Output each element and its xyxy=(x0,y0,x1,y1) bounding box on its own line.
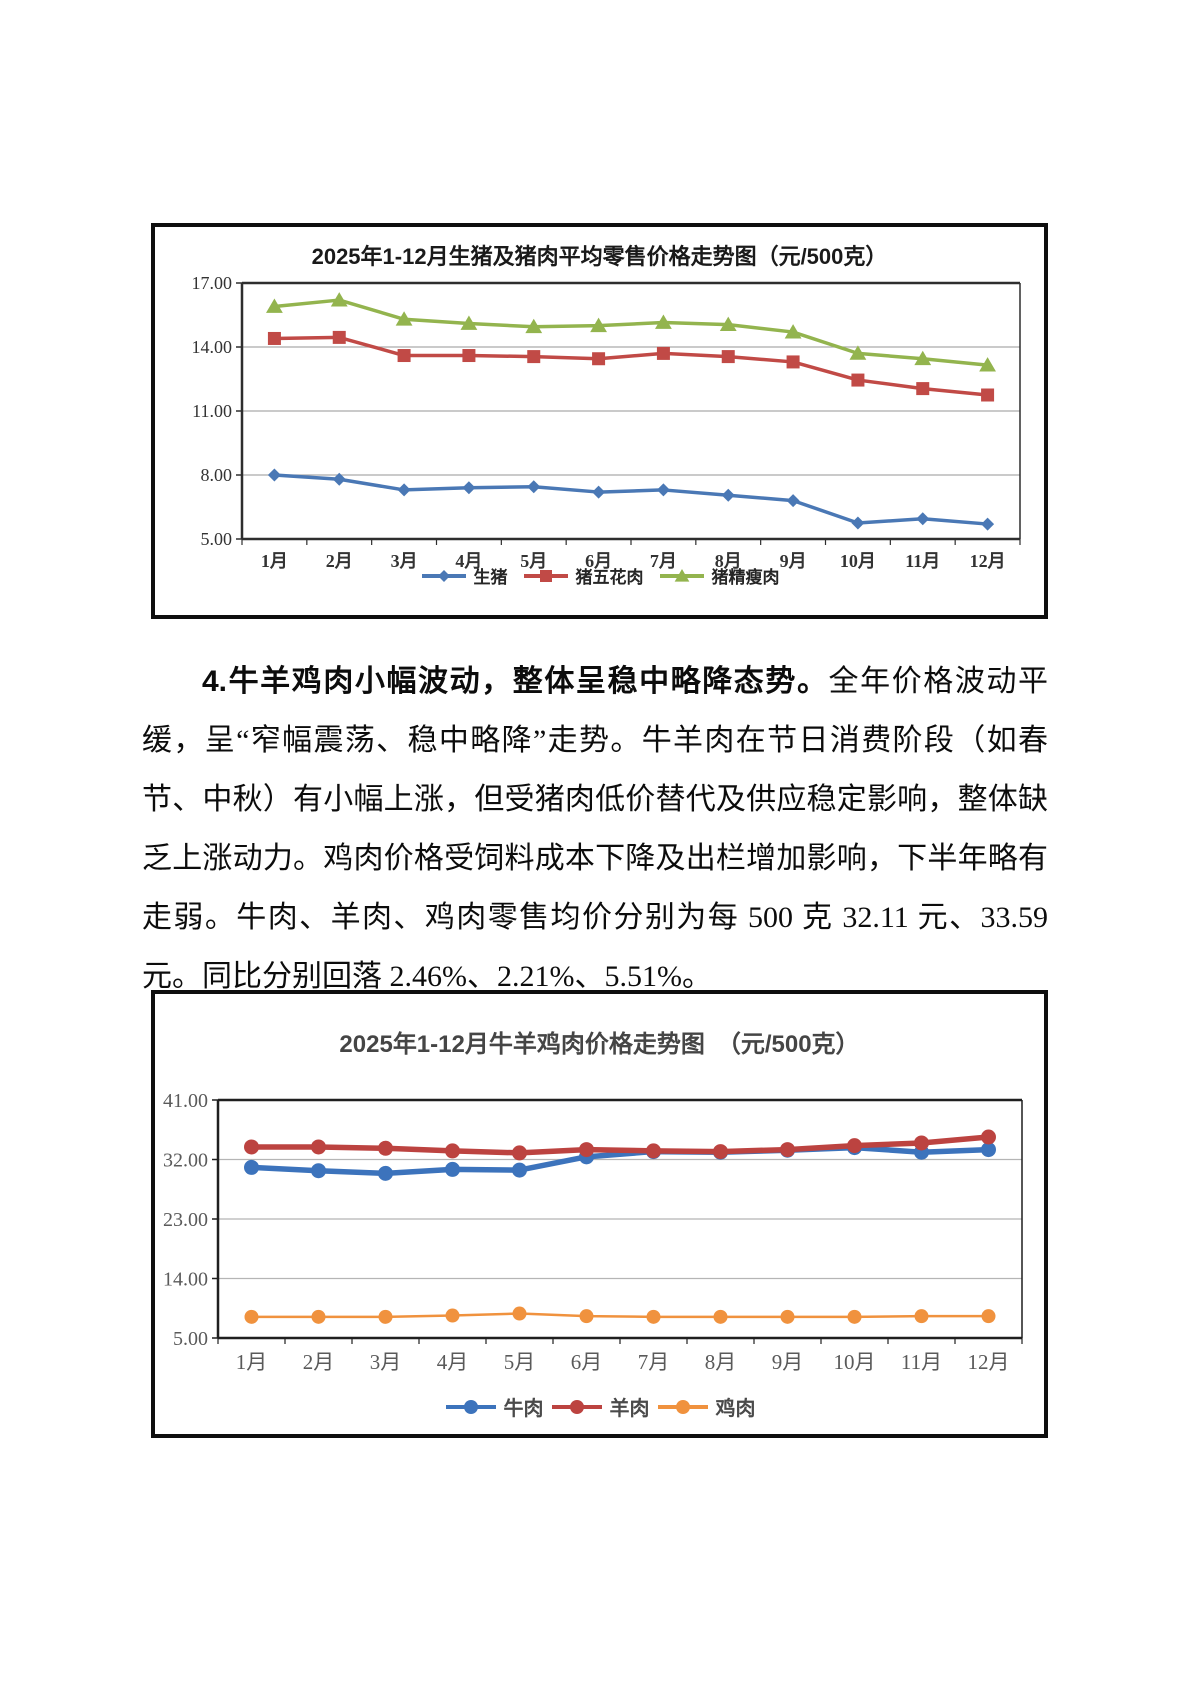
chart-legend: 生猪 猪五花肉 猪精瘦肉 xyxy=(155,563,1044,588)
svg-text:17.00: 17.00 xyxy=(192,273,233,293)
svg-text:4月: 4月 xyxy=(455,551,482,571)
svg-text:2月: 2月 xyxy=(326,551,353,571)
legend-label: 生猪 xyxy=(473,568,508,587)
svg-text:2月: 2月 xyxy=(303,1350,335,1374)
legend-item-1: 牛肉 xyxy=(444,1392,544,1421)
legend-diamond-marker-icon xyxy=(421,569,466,582)
svg-text:5.00: 5.00 xyxy=(201,529,233,549)
svg-text:8月: 8月 xyxy=(705,1350,737,1374)
chart-plot-area: 17.00 14.00 11.00 8.00 5.00 1月 2月 3月 4月 5月 6月 7月 8月 9… xyxy=(192,273,1021,571)
svg-text:3月: 3月 xyxy=(370,1350,402,1374)
legend-label: 鸡肉 xyxy=(715,1398,756,1420)
svg-text:23.00: 23.00 xyxy=(163,1209,208,1231)
svg-text:11月: 11月 xyxy=(905,551,940,571)
legend-item-2: 猪五花肉 xyxy=(522,563,644,588)
svg-text:14.00: 14.00 xyxy=(192,337,233,357)
svg-text:8.00: 8.00 xyxy=(201,465,233,485)
legend-label: 猪精瘦肉 xyxy=(711,568,780,587)
svg-text:3月: 3月 xyxy=(391,551,418,571)
legend-item-1: 生猪 xyxy=(420,563,508,588)
legend-circle-marker-icon xyxy=(551,1399,602,1414)
svg-text:9月: 9月 xyxy=(780,551,807,571)
svg-text:11.00: 11.00 xyxy=(192,401,232,421)
section-4-heading: 4.牛羊鸡肉小幅波动，整体呈稳中略降态势。 xyxy=(202,665,829,698)
svg-text:12月: 12月 xyxy=(968,1350,1010,1374)
chart-title: 2025年1-12月生猪及猪肉平均零售价格走势图（元/500克） xyxy=(311,244,888,269)
legend-circle-marker-icon xyxy=(445,1399,496,1414)
svg-text:11月: 11月 xyxy=(901,1350,942,1374)
svg-text:1月: 1月 xyxy=(261,551,288,571)
svg-text:5月: 5月 xyxy=(520,551,547,571)
chart-title: 2025年1-12月牛羊鸡肉价格走势图 （元/500克） xyxy=(339,1031,860,1058)
svg-text:14.00: 14.00 xyxy=(163,1268,208,1290)
legend-square-marker-icon xyxy=(523,569,568,582)
svg-text:10月: 10月 xyxy=(834,1350,876,1374)
svg-text:32.00: 32.00 xyxy=(163,1149,208,1171)
svg-text:6月: 6月 xyxy=(585,551,612,571)
svg-text:9月: 9月 xyxy=(772,1350,804,1374)
pig-pork-price-chart: 2025年1-12月生猪及猪肉平均零售价格走势图（元/500克） 17.00 14… xyxy=(151,223,1048,619)
legend-circle-marker-icon xyxy=(657,1399,708,1414)
legend-item-3: 鸡肉 xyxy=(656,1392,756,1421)
svg-text:12月: 12月 xyxy=(970,551,1006,571)
legend-label: 牛肉 xyxy=(503,1398,544,1420)
svg-text:4月: 4月 xyxy=(437,1350,469,1374)
legend-item-2: 羊肉 xyxy=(550,1392,650,1421)
svg-text:6月: 6月 xyxy=(571,1350,603,1374)
chart-plot-area: 41.00 32.00 23.00 14.00 5.00 1月 2月 3月 4月 5月 6月 7月 8月… xyxy=(163,1090,1023,1374)
svg-text:10月: 10月 xyxy=(840,551,876,571)
legend-label: 猪五花肉 xyxy=(575,568,644,587)
svg-text:8月: 8月 xyxy=(715,551,742,571)
legend-label: 羊肉 xyxy=(609,1398,650,1420)
svg-text:41.00: 41.00 xyxy=(163,1090,208,1112)
chart-legend: 牛肉 羊肉 鸡肉 xyxy=(155,1392,1044,1421)
svg-text:7月: 7月 xyxy=(650,551,677,571)
svg-text:1月: 1月 xyxy=(236,1350,268,1374)
section-4-body: 全年价格波动平缓，呈“窄幅震荡、稳中略降”走势。牛羊肉在节日消费阶段（如春节、中… xyxy=(142,665,1049,993)
svg-text:5.00: 5.00 xyxy=(173,1328,208,1350)
section-4-paragraph: 4.牛羊鸡肉小幅波动，整体呈稳中略降态势。全年价格波动平缓，呈“窄幅震荡、稳中略… xyxy=(142,652,1048,1006)
legend-triangle-marker-icon xyxy=(659,568,704,582)
legend-item-3: 猪精瘦肉 xyxy=(658,563,780,588)
svg-text:7月: 7月 xyxy=(638,1350,670,1374)
beef-mutton-chicken-price-chart: 2025年1-12月牛羊鸡肉价格走势图 （元/500克） 41.00 32.00 2… xyxy=(151,990,1048,1438)
svg-text:5月: 5月 xyxy=(504,1350,536,1374)
